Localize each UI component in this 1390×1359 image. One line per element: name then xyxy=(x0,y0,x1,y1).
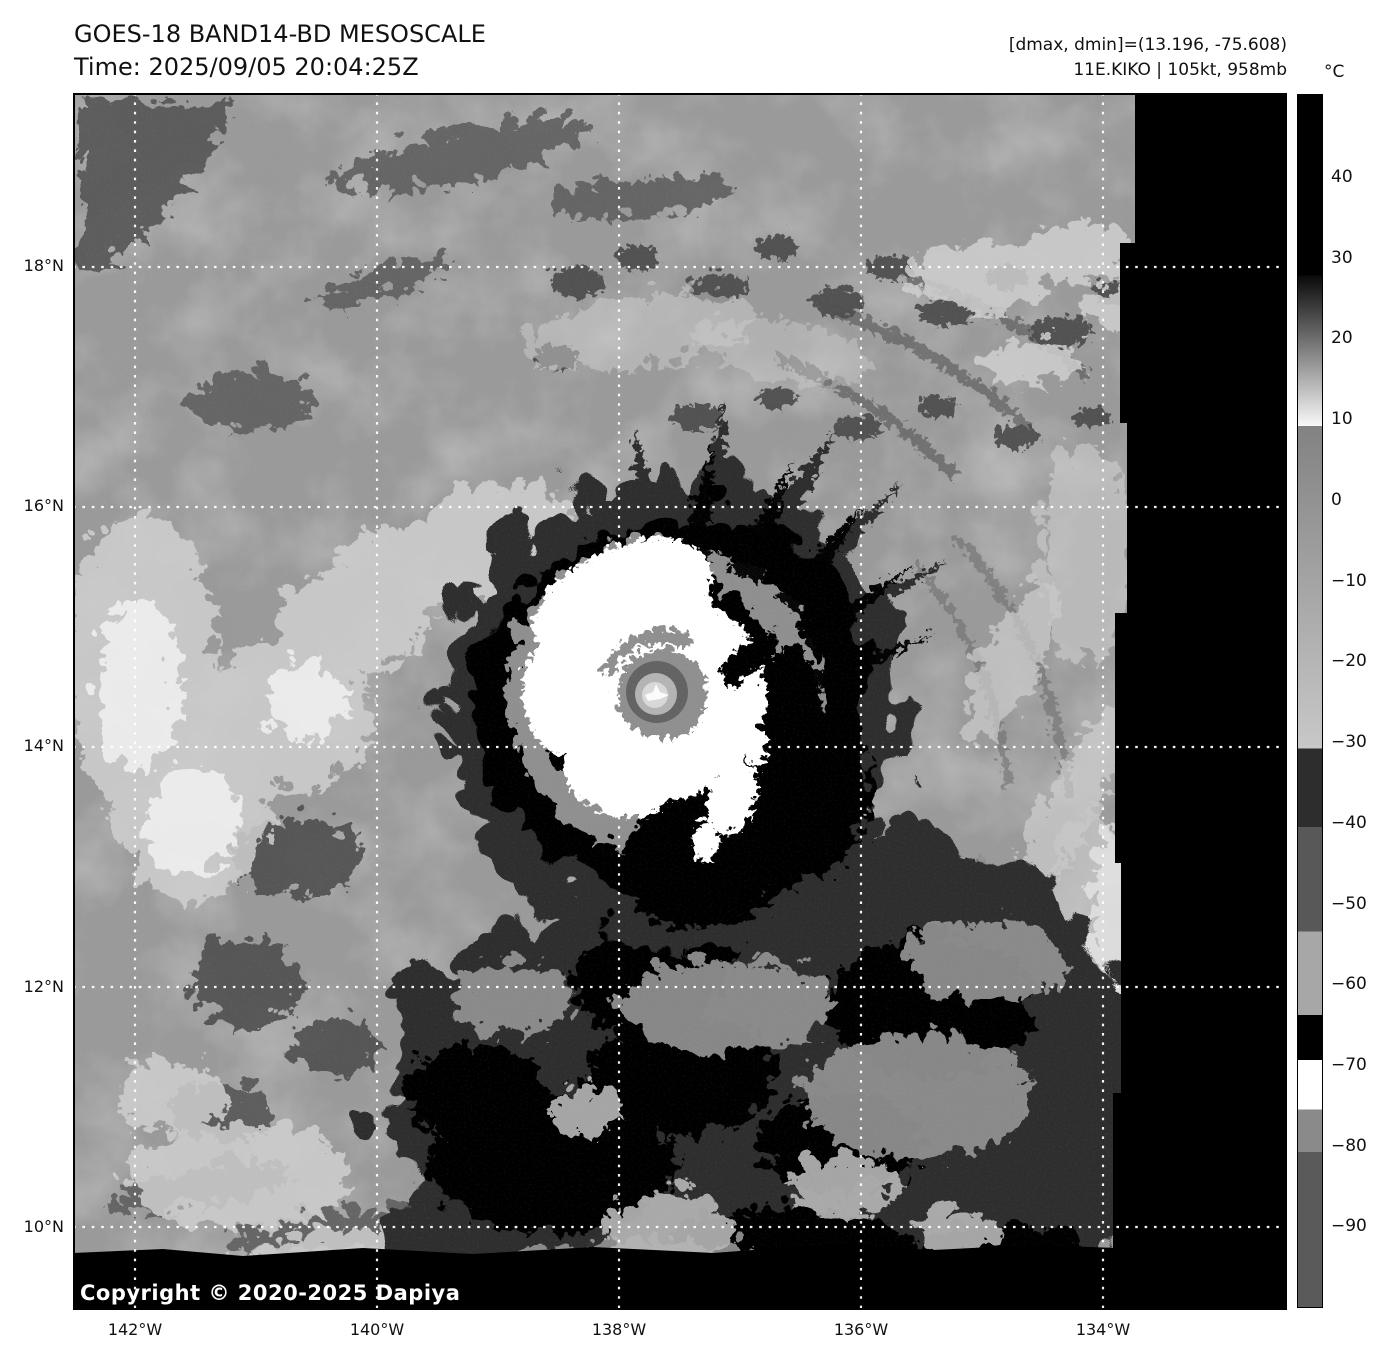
dmax-dmin-annotation: [dmax, dmin]=(13.196, -75.608) xyxy=(1008,35,1287,55)
lon-tick-label: 134°W xyxy=(1075,1320,1131,1339)
satellite-image-plot: Copyright © 2020-2025 Dapiya xyxy=(73,93,1287,1310)
colorbar-tick-label: −80 xyxy=(1331,1135,1367,1156)
colorbar-tick-label: 0 xyxy=(1331,489,1342,510)
colorbar xyxy=(1297,94,1323,1308)
annotation-block: [dmax, dmin]=(13.196, -75.608) 11E.KIKO … xyxy=(1009,33,1287,83)
colorbar-tick-label: −40 xyxy=(1331,812,1367,833)
colorbar-tick-label: 30 xyxy=(1331,247,1353,268)
colorbar-tick-label: −90 xyxy=(1331,1216,1367,1237)
lat-tick-label: 16°N xyxy=(23,496,64,516)
lat-tick-label: 10°N xyxy=(23,1216,64,1236)
title-block: GOES-18 BAND14-BD MESOSCALE Time: 2025/0… xyxy=(74,18,486,84)
lon-tick-label: 140°W xyxy=(349,1320,405,1339)
colorbar-tick-label: −30 xyxy=(1331,732,1367,753)
lat-tick-label: 18°N xyxy=(23,256,64,275)
colorbar-tick-label: 10 xyxy=(1331,409,1353,430)
colorbar-tick-label: −70 xyxy=(1331,1055,1367,1076)
colorbar-tick-label: 20 xyxy=(1331,328,1353,349)
product-title: GOES-18 BAND14-BD MESOSCALE xyxy=(74,20,486,48)
colorbar-tick-label: −60 xyxy=(1331,974,1367,995)
satellite-image xyxy=(73,93,1287,1310)
lon-tick-label: 142°W xyxy=(107,1320,163,1339)
colorbar-tick-label: −20 xyxy=(1331,651,1367,672)
copyright-label: Copyright © 2020-2025 Dapiya xyxy=(80,1281,461,1305)
no-data-right-strip xyxy=(1113,93,1287,1310)
lat-tick-label: 14°N xyxy=(23,736,64,756)
product-time: Time: 2025/09/05 20:04:25Z xyxy=(74,53,419,81)
lon-tick-label: 136°W xyxy=(833,1320,889,1339)
lat-tick-label: 12°N xyxy=(23,976,64,996)
colorbar-tick-label: −10 xyxy=(1331,570,1367,591)
lon-tick-label: 138°W xyxy=(591,1320,647,1339)
colorbar-unit-label: °C xyxy=(1324,62,1345,82)
plot-border xyxy=(73,93,1287,1310)
storm-annotation: 11E.KIKO | 105kt, 958mb xyxy=(1073,60,1287,80)
colorbar-tick-label: −50 xyxy=(1331,893,1367,914)
colorbar-tick-label: 40 xyxy=(1331,167,1353,187)
